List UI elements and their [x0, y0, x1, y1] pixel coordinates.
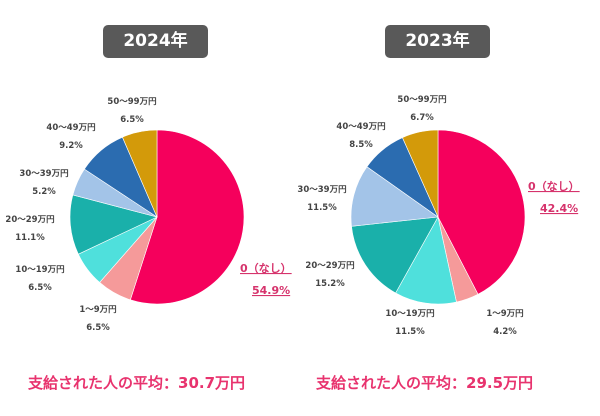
value-label-1-5: 8.5% [349, 140, 373, 150]
slice-1-4 [350, 166, 439, 227]
value-label-1-6: 6.7% [410, 113, 434, 123]
category-label-0-3: 20〜29万円 [5, 215, 54, 225]
category-label-1-0: 0（なし） [528, 180, 580, 193]
category-label-0-2: 10〜19万円 [15, 265, 64, 275]
category-label-1-1: 1〜9万円 [486, 309, 523, 319]
value-label-1-2: 11.5% [395, 327, 425, 337]
slice-0-0 [129, 129, 245, 305]
value-label-0-3: 11.1% [15, 233, 45, 243]
category-label-1-3: 20〜29万円 [305, 261, 354, 271]
slice-1-3 [351, 216, 439, 294]
slice-0-6 [122, 129, 158, 218]
category-label-0-1: 1〜9万円 [79, 305, 116, 315]
value-label-1-4: 11.5% [307, 203, 337, 213]
average-2024: 支給された人の平均：30.7万円 [28, 374, 246, 392]
value-label-0-0: 54.9% [252, 284, 290, 297]
title-2024: 2024年 [103, 25, 208, 58]
value-label-1-3: 15.2% [315, 279, 345, 289]
value-label-0-2: 6.5% [28, 283, 52, 293]
value-label-0-4: 5.2% [32, 187, 56, 197]
slice-1-2 [395, 216, 457, 305]
category-label-0-5: 40〜49万円 [46, 123, 95, 133]
average-2023: 支給された人の平均：29.5万円 [316, 374, 534, 392]
category-label-1-6: 50〜99万円 [397, 95, 446, 105]
category-label-1-5: 40〜49万円 [336, 122, 385, 132]
value-label-0-1: 6.5% [86, 323, 110, 333]
value-label-1-0: 42.4% [540, 202, 578, 215]
value-label-0-5: 9.2% [59, 141, 83, 151]
title-2023: 2023年 [385, 25, 490, 58]
category-label-0-4: 30〜39万円 [19, 169, 68, 179]
category-label-1-4: 30〜39万円 [297, 185, 346, 195]
category-label-1-2: 10〜19万円 [385, 309, 434, 319]
category-label-0-0: 0（なし） [240, 262, 292, 275]
slice-1-6 [402, 129, 439, 218]
value-label-0-6: 6.5% [120, 115, 144, 125]
category-label-0-6: 50〜99万円 [107, 97, 156, 107]
slice-1-0 [437, 129, 526, 295]
value-label-1-1: 4.2% [493, 327, 517, 337]
